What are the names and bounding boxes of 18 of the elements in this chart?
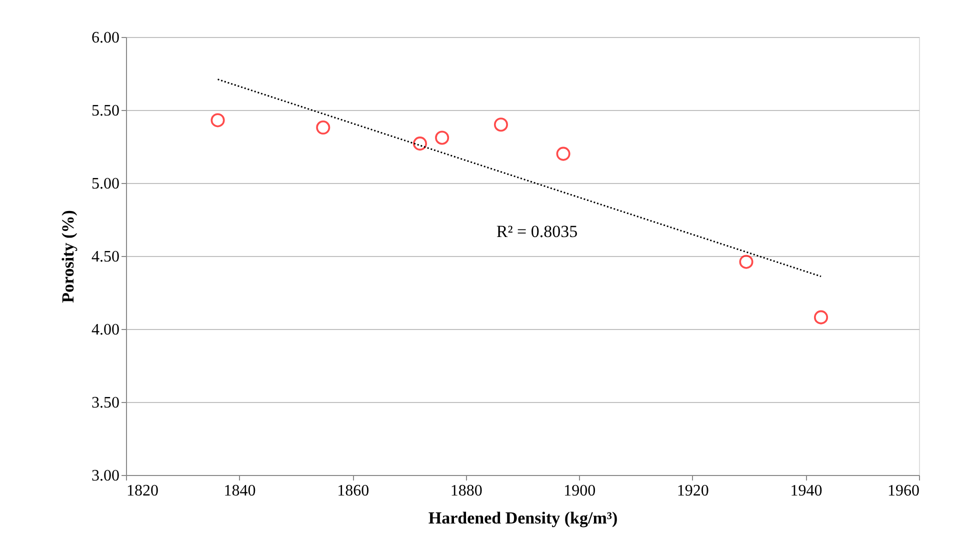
- y-tick-label: 4.00: [92, 322, 120, 338]
- x-tick-label: 1960: [888, 482, 920, 500]
- y-tick-label: 5.50: [92, 102, 120, 120]
- y-axis-title: Porosity (%): [58, 210, 78, 303]
- x-tick-label: 1880: [450, 482, 482, 500]
- y-tick-label: 3.00: [92, 468, 120, 484]
- y-tick-label: 6.00: [92, 30, 120, 46]
- x-tick-label: 1920: [676, 482, 709, 500]
- y-tick-label: 4.50: [92, 248, 120, 266]
- y-tick-label: 5.00: [92, 176, 120, 192]
- x-tick-label: 1900: [564, 482, 596, 500]
- x-axis-title: Hardened Density (kg/m³): [428, 508, 618, 528]
- annotation: R² = 0.8035: [496, 222, 578, 241]
- y-tick-label: 3.50: [92, 394, 120, 412]
- x-tick-label: 1840: [224, 482, 256, 500]
- x-tick-label: 1940: [790, 482, 822, 500]
- x-tick-label: 1820: [126, 482, 158, 500]
- x-tick-label: 1860: [337, 482, 370, 500]
